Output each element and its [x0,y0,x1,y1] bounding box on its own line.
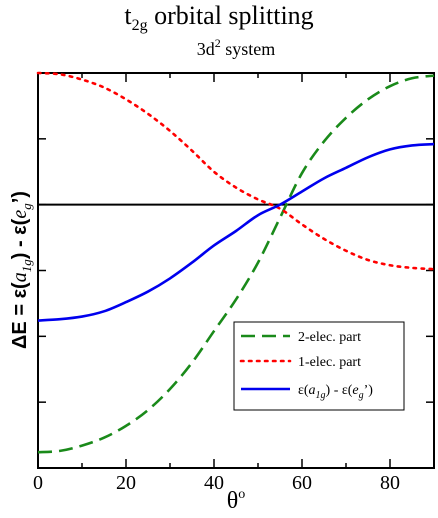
legend-label-diff: ε(a1g) - ε(eg’) [298,383,373,401]
x-tick-label: 0 [33,472,43,494]
legend-diff-p1: ε( [298,383,309,398]
y-label-suffix: ’) [9,191,31,203]
legend-diff-p2: ) - ε( [326,383,353,398]
x-axis-label-theta: θ [227,488,239,514]
chart-subtitle-sup: 2 [215,36,221,50]
legend-diff-e-sub: g [359,390,364,401]
legend-diff-p3: ’) [364,383,374,398]
x-axis-label: θo [227,487,246,514]
chart-subtitle-rest: system [221,39,276,59]
chart-title: t2g orbital splitting [124,1,313,34]
legend-label-1-elec: 1-elec. part [298,355,361,370]
chart-subtitle: 3d2 system [197,36,276,59]
legend: 2-elec. part 1-elec. part ε(a1g) - ε(eg’… [233,321,405,411]
chart-title-t: t [124,1,132,30]
legend-diff-a: a [309,383,316,398]
chart-subtitle-main: 3d [197,39,215,59]
x-tick-labels: 0 20 40 60 80 [33,472,400,494]
series-line-diff [37,142,435,322]
x-tick-label: 60 [292,472,312,494]
legend-diff-e: e [352,383,358,398]
series-lines [36,71,436,454]
legend-diff-a-sub: 1g [316,390,326,401]
y-label-middle: ) - ε( [9,218,31,259]
chart-title-rest: orbital splitting [148,1,314,30]
legend-label-2-elec: 2-elec. part [298,330,361,345]
y-label-e: e [9,210,31,219]
chart-title-sub: 2g [132,17,148,34]
y-label-a-sub: 1g [19,259,34,273]
y-label-a: a [9,272,31,282]
x-tick-label: 80 [380,472,400,494]
y-label-prefix: ΔE = ε( [9,282,31,349]
y-axis-label: ΔE = ε(a1g) - ε(eg’) [9,191,34,349]
y-label-e-sub: g [19,203,34,210]
series-line-2-elec [37,74,435,454]
x-tick-label: 20 [116,472,136,494]
axis-ticks [37,73,435,468]
x-axis-label-sup: o [238,487,245,502]
series-line-1-elec [36,71,436,271]
x-tick-label: 40 [204,472,224,494]
